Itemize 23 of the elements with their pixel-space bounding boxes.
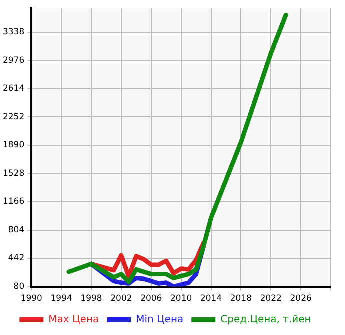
- y-tick-label: 3338: [2, 28, 25, 38]
- legend-label: Max Цена: [48, 314, 100, 326]
- legend-label: Min Цена: [136, 314, 184, 326]
- x-tick-label: 2018: [230, 294, 252, 304]
- x-tick-label: 2010: [170, 294, 192, 304]
- y-tick-label: 804: [8, 225, 25, 236]
- x-tick-label: 2006: [140, 294, 162, 304]
- y-tick-label: 1890: [2, 140, 25, 151]
- y-tick-label: 1166: [2, 197, 25, 208]
- y-tick-label: 2252: [2, 112, 25, 122]
- x-tick-label: 2002: [110, 294, 132, 304]
- legend-label: Сред.Цена, т.йен: [220, 314, 312, 326]
- y-tick-label: 2976: [2, 56, 25, 66]
- y-tick-label: 2614: [2, 84, 25, 94]
- y-tick-label: 442: [8, 254, 25, 264]
- x-tick-label: 2026: [290, 294, 312, 304]
- x-tick-label: 1990: [20, 294, 42, 304]
- x-tick-label: 1994: [50, 294, 72, 304]
- x-tick-label: 1998: [80, 294, 102, 304]
- y-tick-label: 80: [14, 282, 25, 292]
- x-tick-label: 2014: [200, 294, 222, 304]
- x-tick-label: 2022: [260, 294, 282, 304]
- y-tick-label: 1528: [2, 168, 25, 179]
